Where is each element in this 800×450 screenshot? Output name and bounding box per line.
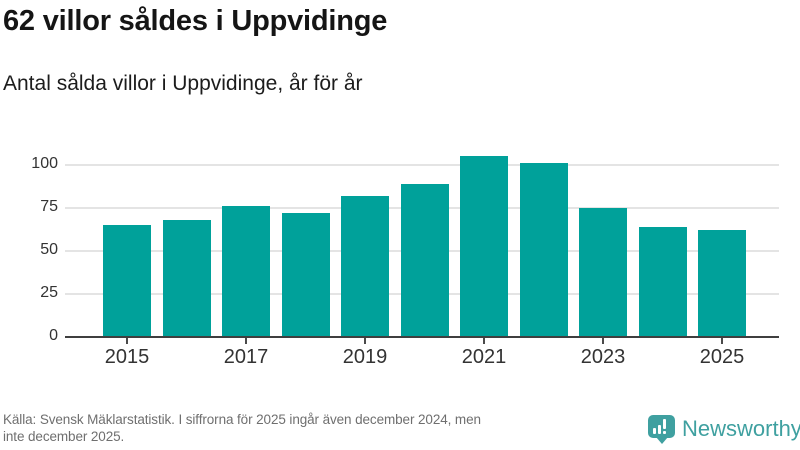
newsworthy-bubble-chart-icon [648,415,675,438]
y-axis-tick-label: 100 [31,155,58,172]
x-axis-tick-2023 [602,338,604,344]
y-axis-tick-label: 0 [49,327,58,344]
bar-2018 [281,213,330,337]
newsworthy-brand: Newsworthy [682,416,800,441]
chart-title: 62 villor såldes i Uppvidinge [3,5,388,37]
bar-2019 [341,195,389,337]
bar-2023 [579,208,627,337]
x-axis-tick-label: 2017 [223,346,269,368]
bar-2024 [638,226,687,337]
bar-2025 [698,230,746,337]
x-axis-tick-2019 [364,338,366,344]
x-axis-tick-label: 2021 [461,346,507,368]
bar-2015 [103,225,151,337]
source-note: Källa: Svensk Mäklarstatistik. I siffror… [3,411,648,445]
x-axis-line [65,336,779,338]
x-axis-tick-2015 [126,338,128,344]
bar-2022 [519,163,568,337]
gridline-y-100 [65,164,779,166]
chart-subtitle: Antal sålda villor i Uppvidinge, år för … [3,72,363,95]
speech-bubble-tail [656,437,668,444]
source-note-line1: Källa: Svensk Mäklarstatistik. I siffror… [3,412,481,427]
bar-2020 [400,183,449,337]
newsworthy-logo: Newsworthy [648,414,800,448]
bar-2021 [460,156,508,337]
source-note-line2: inte december 2025. [3,429,125,444]
y-axis-tick-label: 75 [40,198,58,215]
x-axis-tick-2017 [245,338,247,344]
x-axis-tick-2021 [483,338,485,344]
x-axis-tick-label: 2023 [580,346,626,368]
bar-2017 [222,206,270,337]
x-axis-tick-label: 2025 [699,346,745,368]
x-axis-tick-label: 2015 [104,346,150,368]
bar-2016 [162,220,211,337]
x-axis-tick-2025 [721,338,723,344]
x-axis-tick-label: 2019 [342,346,388,368]
y-axis-tick-label: 25 [40,284,58,301]
y-axis-tick-label: 50 [40,241,58,258]
